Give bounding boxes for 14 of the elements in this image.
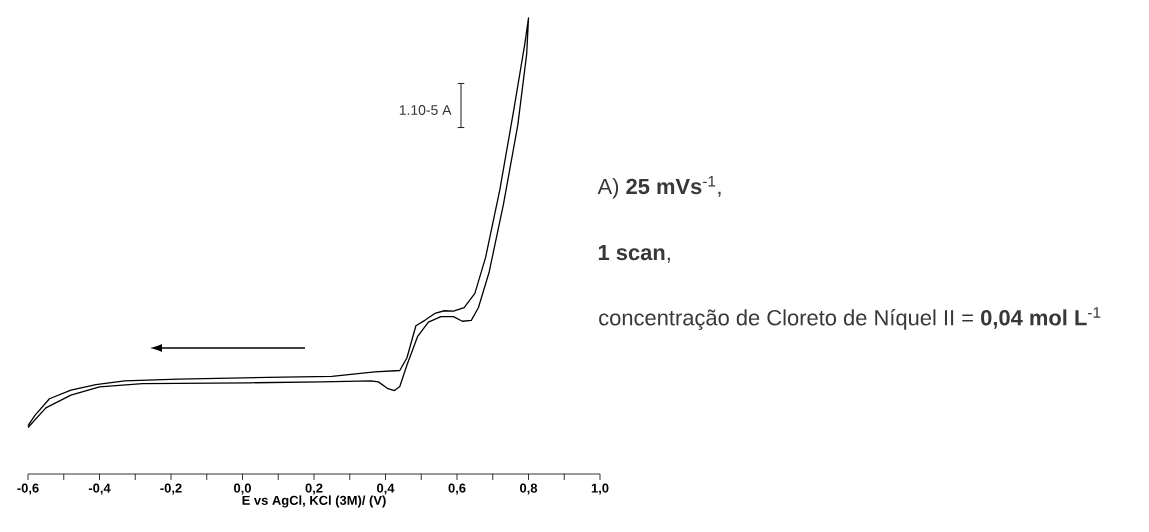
x-tick-label: 0,8	[520, 483, 538, 495]
x-tick-label: 0,4	[377, 483, 395, 495]
x-tick-label: 1,0	[591, 483, 609, 495]
x-tick-label: 0,0	[234, 483, 251, 495]
annotation: 1 scan,	[598, 244, 670, 263]
annotation: 1.10-5 A	[399, 105, 452, 115]
x-tick-label: -0,2	[160, 483, 182, 495]
x-tick-label: -0,4	[88, 483, 111, 495]
annotation: A) 25 mVs$^{-1}$,	[597, 175, 721, 199]
x-tick-label: 0,2	[305, 483, 323, 495]
x-axis-title: E vs AgCl, KCl (3M)/ (V)	[242, 495, 386, 508]
annotation: concentração de Cloreto de Níquel II = 0,04 mol L$^{-1}$	[599, 307, 1101, 330]
x-tick-label: 0,6	[448, 483, 466, 495]
x-tick-label: -0,6	[17, 483, 39, 495]
